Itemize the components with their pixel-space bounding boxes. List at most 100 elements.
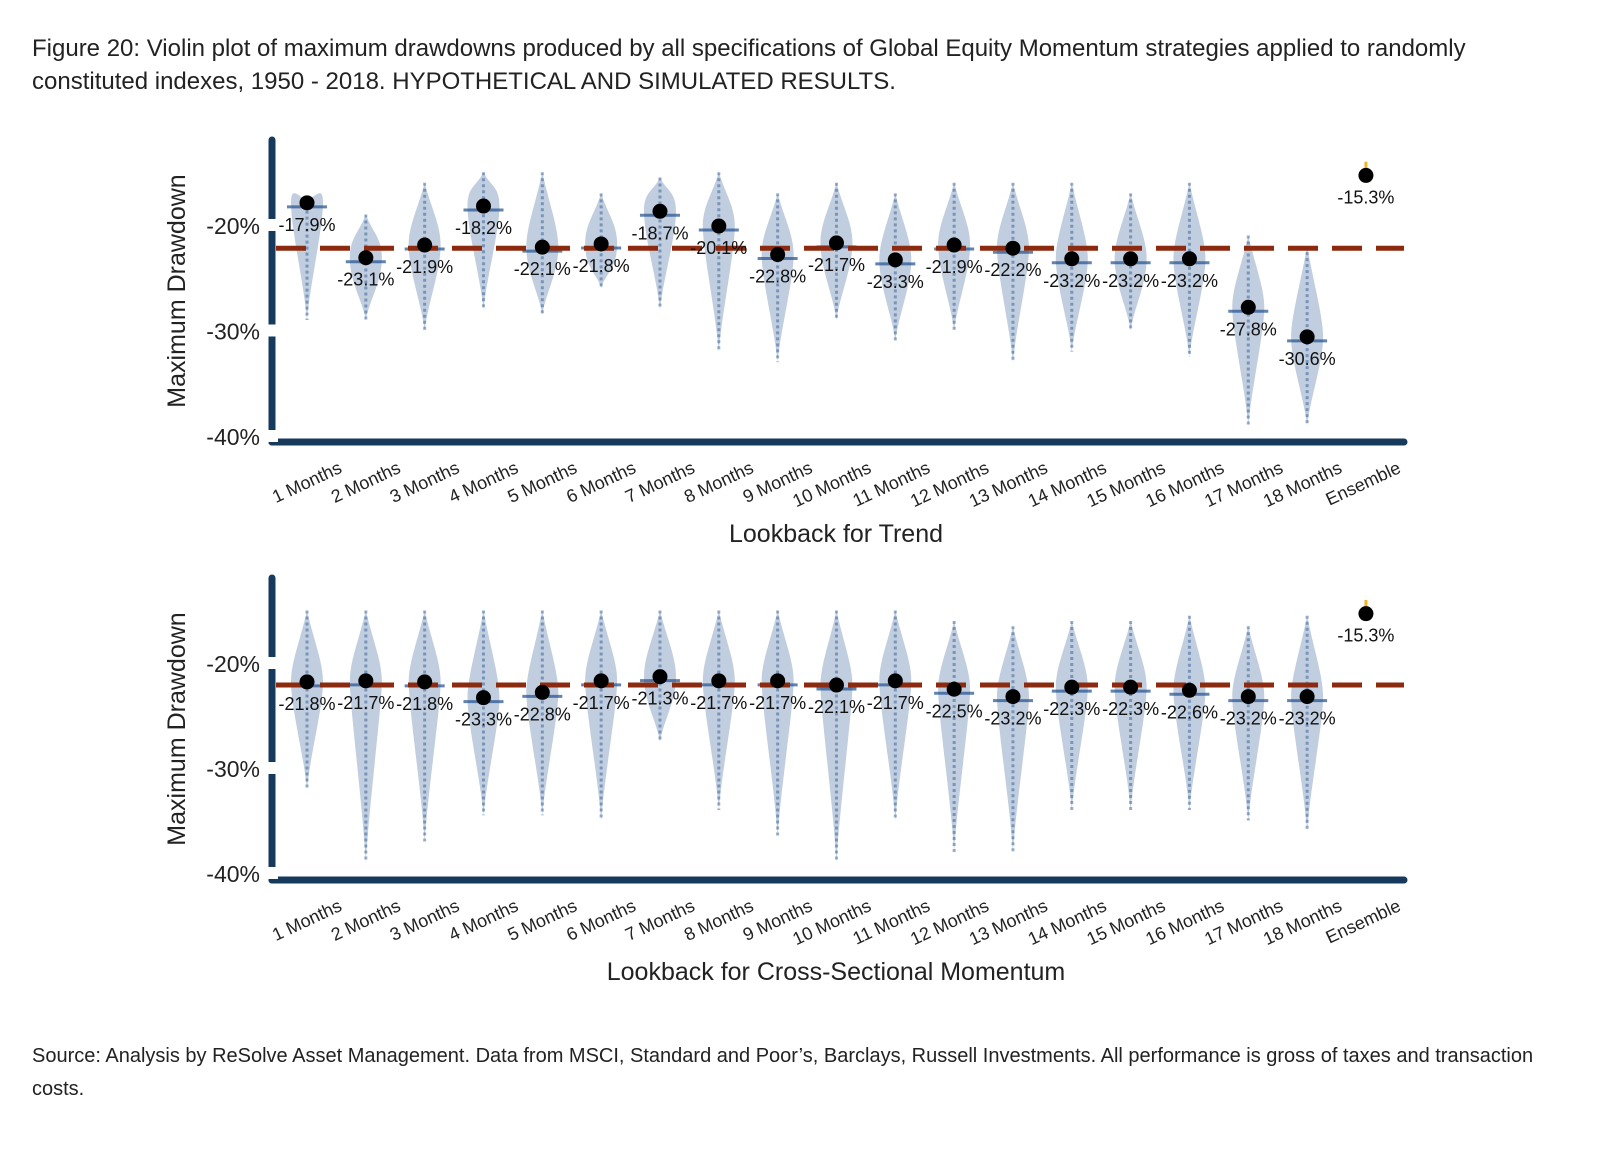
y-axis-title: Maximum Drawdown — [163, 612, 191, 845]
violin-10-months — [816, 610, 857, 863]
violin-1-months — [287, 193, 327, 320]
violin-body — [996, 182, 1029, 363]
violin-body — [467, 172, 500, 310]
violin-10-months — [816, 182, 857, 320]
median-label: -21.3% — [631, 689, 688, 709]
median-point — [475, 198, 491, 214]
median-label: -15.3% — [1337, 187, 1394, 207]
median-point — [946, 237, 962, 253]
median-label: -21.7% — [749, 693, 806, 713]
median-point — [887, 673, 903, 689]
median-label: -22.1% — [808, 697, 865, 717]
violin-11-months — [875, 610, 916, 821]
violin-body — [526, 610, 559, 816]
median-label: -23.2% — [1220, 709, 1277, 729]
median-label: -22.2% — [984, 260, 1041, 280]
violin-body — [938, 182, 971, 331]
median-label: -23.2% — [984, 709, 1041, 729]
median-point — [711, 673, 727, 689]
median-point — [358, 673, 374, 689]
violin-body — [1232, 235, 1265, 426]
median-label: -21.8% — [396, 694, 453, 714]
median-point — [1181, 682, 1197, 698]
median-point — [299, 195, 315, 211]
median-label: -21.7% — [867, 693, 924, 713]
x-axis-title: Lookback for Trend — [729, 520, 943, 548]
y-tick-gap — [266, 657, 278, 669]
violin-4-months — [463, 172, 504, 310]
violin-body — [349, 214, 382, 320]
median-point — [1123, 251, 1139, 267]
median-point — [1358, 167, 1374, 183]
violin-body — [1114, 621, 1147, 810]
median-point — [1240, 689, 1256, 705]
median-point — [417, 237, 433, 253]
median-point — [475, 690, 491, 706]
median-label: -21.9% — [396, 257, 453, 277]
median-point — [299, 674, 315, 690]
median-label: -23.3% — [867, 272, 924, 292]
median-point — [1064, 251, 1080, 267]
median-label: -23.2% — [1279, 709, 1336, 729]
median-point — [770, 247, 786, 263]
y-tick-label: -30% — [206, 756, 260, 782]
median-point — [1005, 240, 1021, 256]
median-point — [946, 681, 962, 697]
y-tick-label: -20% — [206, 213, 260, 239]
median-label: -22.8% — [749, 267, 806, 287]
violin-body — [702, 172, 735, 352]
median-label: -30.6% — [1279, 349, 1336, 369]
violin-body — [996, 626, 1029, 852]
median-label: -21.8% — [278, 694, 335, 714]
y-tick-gap — [266, 762, 278, 774]
median-point — [1299, 329, 1315, 345]
violin-body — [761, 610, 794, 837]
violin-body — [467, 610, 500, 816]
violin-body — [585, 610, 618, 821]
x-axis-title: Lookback for Cross-Sectional Momentum — [607, 958, 1066, 986]
violin-body — [408, 182, 441, 331]
median-point — [828, 677, 844, 693]
violin-body — [643, 177, 676, 310]
violin-body — [1291, 615, 1324, 831]
y-axis-title: Maximum Drawdown — [163, 174, 191, 407]
median-point — [770, 673, 786, 689]
median-label: -23.3% — [455, 710, 512, 730]
median-label: -23.1% — [337, 270, 394, 290]
violin-body — [291, 193, 323, 320]
violin-body — [408, 610, 441, 842]
median-label: -21.9% — [926, 257, 983, 277]
violin-body — [879, 610, 912, 821]
violin-13-months — [992, 626, 1033, 852]
median-point — [1358, 606, 1374, 622]
violin-body — [1173, 182, 1206, 357]
violin-body — [1055, 182, 1088, 352]
y-tick-label: -40% — [206, 861, 260, 887]
violin-body — [291, 610, 323, 789]
violin-9-months — [757, 610, 798, 837]
median-label: -15.3% — [1337, 626, 1394, 646]
median-label: -18.7% — [631, 223, 688, 243]
median-label: -18.2% — [455, 218, 512, 238]
y-tick-label: -40% — [206, 424, 260, 450]
median-label: -21.7% — [573, 693, 630, 713]
median-label: -21.7% — [808, 255, 865, 275]
median-point — [887, 252, 903, 268]
y-tick-gap — [266, 430, 278, 442]
median-point — [1123, 679, 1139, 695]
y-tick-label: -30% — [206, 319, 260, 345]
y-tick-gap — [266, 219, 278, 231]
violin-7-months — [639, 177, 680, 310]
median-label: -22.3% — [1043, 699, 1100, 719]
panel-1: -20% -30% -40% Maximum Drawdown Lookback for… — [163, 136, 1408, 548]
median-label: -21.7% — [337, 693, 394, 713]
median-label: -17.9% — [278, 215, 335, 235]
median-point — [593, 236, 609, 252]
median-point — [534, 239, 550, 255]
median-label: -20.1% — [690, 238, 747, 258]
violin-14-months — [1051, 182, 1092, 352]
violin-8-months — [698, 172, 739, 352]
median-point — [652, 203, 668, 219]
violin-6-months — [581, 610, 622, 821]
